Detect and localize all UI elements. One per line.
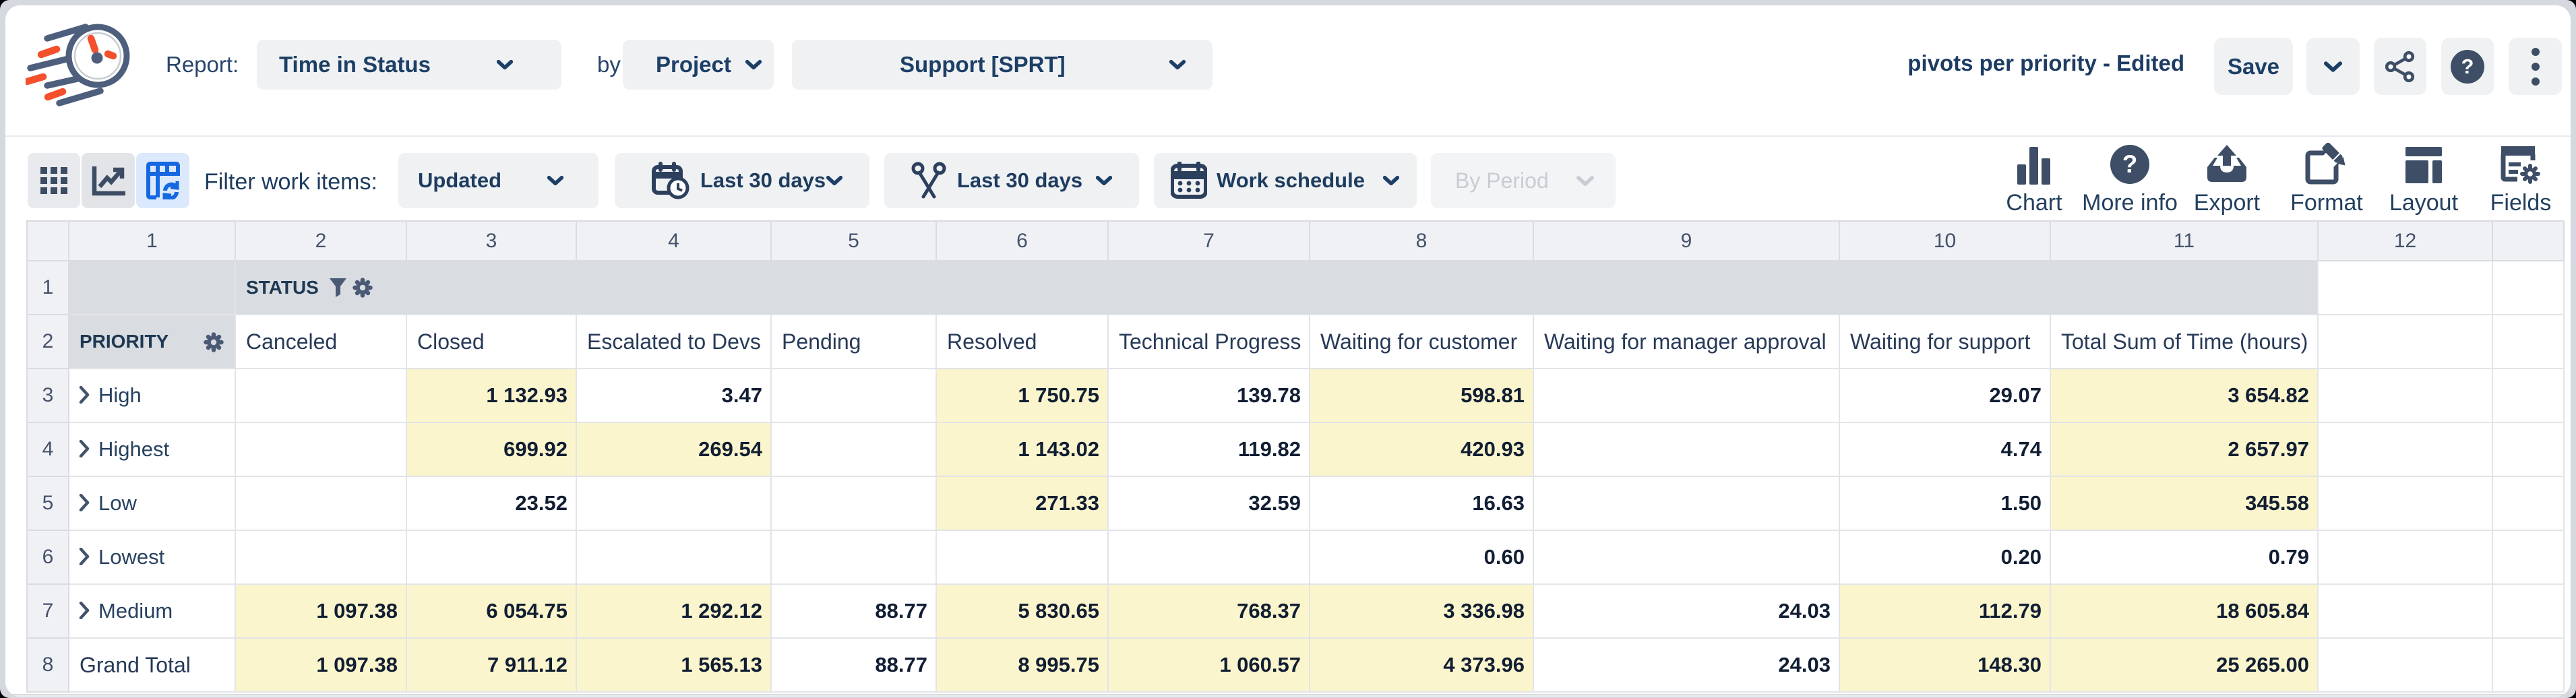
svg-text:?: ? xyxy=(2461,55,2474,78)
svg-text:?: ? xyxy=(2122,150,2138,178)
